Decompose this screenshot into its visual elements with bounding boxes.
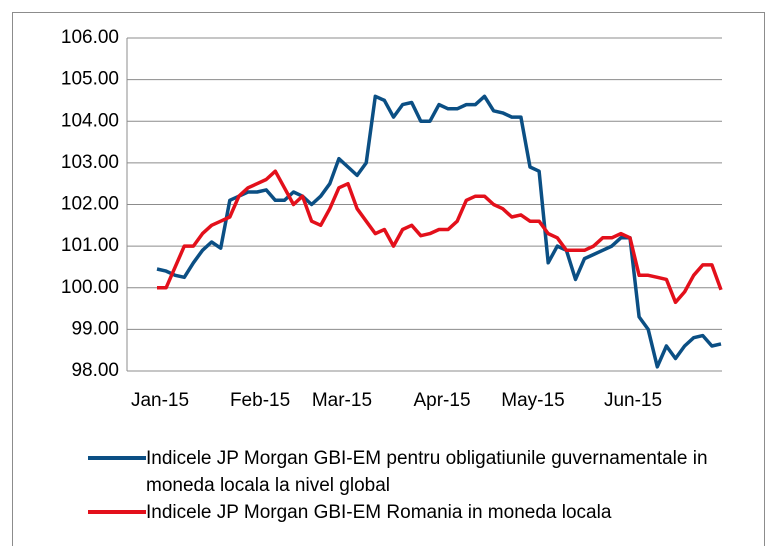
y-tick-label: 106.00 xyxy=(61,27,119,48)
legend-label: Indicele JP Morgan GBI-EM pentru obligat… xyxy=(146,448,708,496)
y-tick-label: 101.00 xyxy=(61,235,119,256)
plot: 98.00 99.00 100.00 101.00 102.00 103.00 104.00… xyxy=(61,27,723,411)
legend-label: Indicele JP Morgan GBI-EM Romania in mon… xyxy=(146,502,612,523)
y-tick-label: 98.00 xyxy=(71,360,119,381)
y-tick-label: 100.00 xyxy=(61,277,119,298)
line-series xyxy=(157,169,723,305)
x-tick-label: Jun-15 xyxy=(604,390,662,411)
x-tick-label: Apr-15 xyxy=(413,390,470,411)
y-tick-label: 103.00 xyxy=(61,152,119,173)
y-tick-label: 99.00 xyxy=(71,318,119,339)
x-tick-label: Feb-15 xyxy=(230,390,290,411)
line-series xyxy=(156,94,722,369)
y-tick-label: 102.00 xyxy=(61,194,119,215)
y-tick-label: 104.00 xyxy=(61,110,119,131)
x-tick-label: Mar-15 xyxy=(312,390,372,411)
x-tick-label: May-15 xyxy=(501,390,564,411)
frame xyxy=(12,12,765,546)
y-tick-label: 105.00 xyxy=(61,69,119,90)
x-tick-label: Jan-15 xyxy=(131,390,189,411)
